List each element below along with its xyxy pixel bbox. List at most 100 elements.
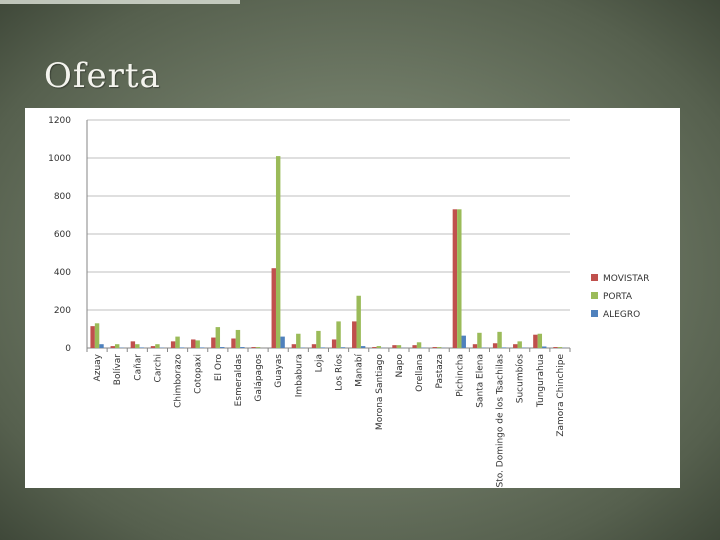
bar-porta-24	[557, 347, 563, 348]
x-tick-label: Esmeraldas	[234, 354, 244, 407]
bar-chart: 0 200 400 600 800 1000 1200 Azuay Bolívar Cañar C…	[48, 116, 649, 488]
bar-alegro-6	[199, 347, 205, 348]
chart-gridlines	[87, 119, 570, 311]
legend-label-movistar: MOVISTAR	[603, 274, 649, 284]
y-tick-label: 1200	[48, 116, 71, 126]
bar-alegro-1	[99, 344, 104, 348]
bar-porta-5	[175, 336, 180, 348]
bar-movistar-17	[412, 345, 417, 348]
bar-movistar-18	[432, 347, 437, 348]
x-tick-label: Orellana	[415, 354, 425, 392]
legend-label-alegro: ALEGRO	[603, 310, 640, 320]
y-tick-label: 1000	[48, 154, 71, 164]
x-tick-label: El Oro	[214, 354, 224, 382]
bar-movistar-13	[331, 339, 337, 348]
bar-movistar-23	[533, 334, 538, 348]
bar-movistar-4	[150, 346, 156, 348]
bar-movistar-10	[271, 268, 276, 348]
bar-porta-18	[436, 347, 442, 348]
bar-alegro-14	[360, 346, 366, 348]
bar-movistar-3	[130, 341, 136, 348]
bar-alegro-5	[179, 347, 185, 348]
x-tick-label: Pastaza	[435, 354, 445, 389]
bar-alegro-8	[240, 347, 245, 348]
chart-x-tick-labels: Azuay Bolívar Cañar Carchi Chimborazo Cotopax…	[93, 353, 566, 487]
chart-panel: 0 200 400 600 800 1000 1200 Azuay Bolívar Cañar C…	[25, 108, 680, 488]
x-tick-label: Zamora Chinchipe	[556, 354, 566, 437]
bar-porta-21	[497, 331, 502, 348]
bar-movistar-14	[352, 321, 357, 348]
bar-porta-22	[517, 341, 522, 348]
bar-porta-4	[155, 344, 160, 348]
y-tick-label: 800	[54, 192, 71, 202]
x-tick-label: Cotopaxi	[194, 354, 204, 394]
x-tick-label: Pichincha	[455, 354, 465, 397]
bar-porta-17	[416, 342, 422, 348]
bar-movistar-22	[513, 344, 518, 348]
bar-movistar-20	[472, 344, 478, 348]
bar-porta-2	[114, 344, 120, 348]
bar-alegro-19	[461, 335, 466, 348]
bar-porta-9	[255, 347, 261, 348]
x-tick-label: Bolívar	[113, 354, 123, 386]
x-tick-label: Santa Elena	[475, 354, 485, 408]
bar-porta-23	[537, 333, 543, 348]
legend-swatch-porta	[591, 292, 598, 299]
bar-movistar-15	[372, 347, 377, 348]
bar-porta-20	[477, 332, 482, 348]
bar-movistar-7	[211, 337, 216, 348]
chart-bars	[90, 156, 567, 348]
x-tick-label: Chimborazo	[174, 354, 184, 408]
legend-swatch-movistar	[591, 274, 598, 281]
bar-movistar-11	[291, 344, 297, 348]
x-tick-label: Loja	[314, 354, 324, 372]
bar-alegro-12	[320, 347, 326, 348]
bar-alegro-7	[220, 347, 225, 348]
x-tick-label: Galápagos	[254, 354, 264, 402]
x-tick-label: Carchi	[153, 354, 163, 382]
legend-label-porta: PORTA	[603, 292, 633, 302]
x-tick-label: Manabí	[355, 354, 365, 387]
slide-top-accent	[0, 0, 240, 4]
bar-porta-3	[135, 344, 140, 348]
bar-porta-10	[275, 156, 281, 348]
bar-movistar-5	[170, 341, 176, 348]
bar-porta-14	[356, 295, 361, 348]
y-tick-label: 600	[54, 230, 71, 240]
x-tick-label: Cañar	[133, 354, 143, 381]
bar-alegro-21	[501, 347, 507, 348]
bar-porta-19	[457, 209, 462, 348]
x-tick-label: Sto. Domingo de los Tsachilas	[496, 354, 506, 488]
bar-porta-12	[316, 330, 321, 348]
x-tick-label: Sucumbíos	[516, 354, 526, 404]
x-tick-label: Guayas	[274, 354, 284, 388]
chart-axes: 0 200 400 600 800 1000 1200	[48, 116, 571, 354]
bar-porta-16	[396, 345, 402, 348]
x-tick-label: Imbabura	[294, 354, 304, 397]
x-tick-label: Morona Santiago	[375, 354, 385, 431]
x-tick-label: Napo	[395, 354, 405, 378]
slide-title: Oferta	[44, 56, 161, 96]
bar-movistar-1	[90, 326, 95, 348]
chart-legend: MOVISTAR PORTA ALEGRO	[591, 274, 649, 320]
bar-porta-6	[195, 340, 200, 348]
x-tick-label: Azuay	[93, 353, 103, 381]
bar-movistar-8	[231, 338, 236, 348]
bar-alegro-23	[542, 346, 547, 348]
bar-movistar-9	[251, 347, 256, 348]
bar-porta-7	[215, 327, 221, 348]
bar-movistar-24	[553, 347, 558, 348]
legend-swatch-alegro	[591, 310, 598, 317]
bar-alegro-10	[280, 336, 285, 348]
y-tick-label: 0	[65, 344, 71, 354]
bar-movistar-12	[311, 344, 317, 348]
bar-movistar-2	[110, 346, 115, 348]
y-tick-label: 400	[54, 268, 71, 278]
bar-movistar-6	[191, 339, 196, 348]
bar-porta-8	[235, 329, 241, 348]
y-tick-label: 200	[54, 306, 71, 316]
x-tick-label: Tungurahua	[536, 354, 546, 408]
bar-movistar-19	[452, 209, 458, 348]
bar-movistar-16	[392, 345, 397, 348]
bar-porta-13	[336, 321, 341, 348]
